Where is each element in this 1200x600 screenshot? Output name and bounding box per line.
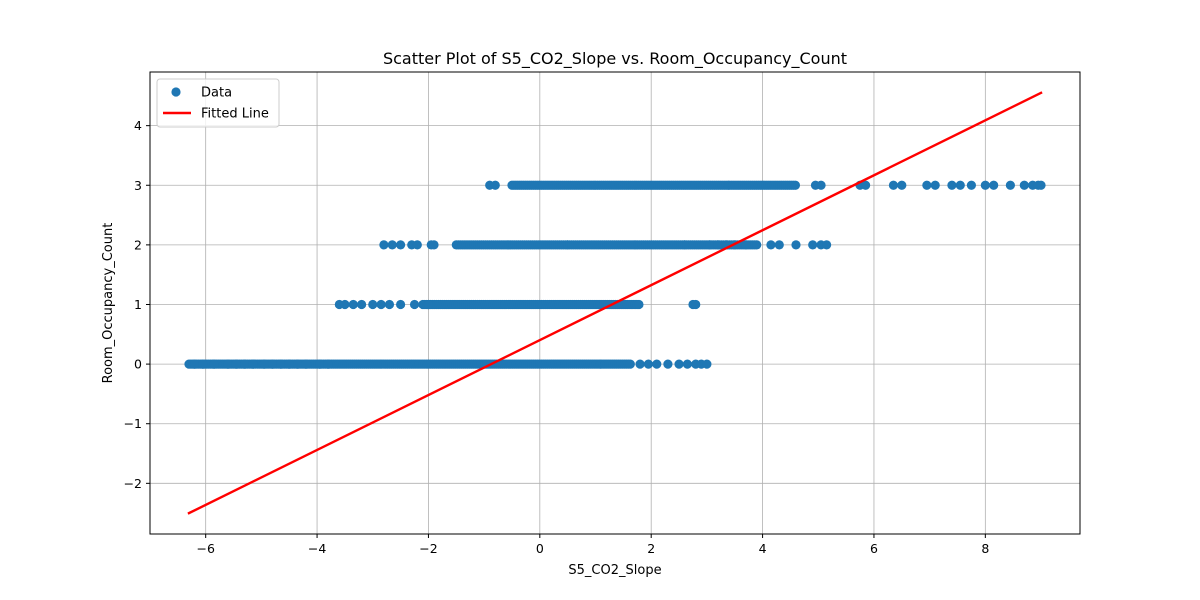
scatter-point xyxy=(189,359,200,369)
scatter-point xyxy=(888,180,899,190)
legend: Data Fitted Line xyxy=(156,78,280,128)
x-axis-label: S5_CO2_Slope xyxy=(568,563,661,578)
scatter-point xyxy=(259,359,269,369)
scatter-point xyxy=(955,180,965,190)
scatter-point xyxy=(315,359,325,369)
fitted-line-layer xyxy=(187,91,1043,515)
scatter-point xyxy=(198,359,208,369)
scatter-point xyxy=(248,359,258,369)
scatter-point xyxy=(384,299,395,310)
scatter-point xyxy=(276,359,286,369)
scatter-point xyxy=(209,359,219,369)
scatter-point xyxy=(663,359,673,369)
scatter-point xyxy=(643,359,654,369)
scatter-point xyxy=(634,299,644,310)
scatter-point xyxy=(705,240,715,250)
scatter-point xyxy=(267,359,278,369)
chart-title: Scatter Plot of S5_CO2_Slope vs. Room_Oc… xyxy=(383,49,847,69)
scatter-point xyxy=(897,180,907,190)
scatter-point xyxy=(966,180,977,190)
scatter-point xyxy=(1019,180,1029,190)
y-tick-label: −2 xyxy=(124,476,142,491)
scatter-point xyxy=(947,180,957,190)
scatter-point xyxy=(240,359,250,369)
scatter-point xyxy=(1005,180,1015,190)
scatter-point xyxy=(357,299,367,310)
data-points xyxy=(184,180,1046,369)
y-axis-label: Room_Occupancy_Count xyxy=(101,223,116,384)
scatter-point xyxy=(284,359,294,369)
scatter-point xyxy=(652,359,662,369)
scatter-point xyxy=(376,299,386,310)
x-tick-label: −2 xyxy=(419,541,437,556)
scatter-point xyxy=(395,299,406,310)
legend-data-label: Data xyxy=(201,86,232,101)
x-tick-label: 0 xyxy=(536,541,544,556)
scatter-point xyxy=(741,240,751,250)
scatter-point xyxy=(348,299,358,310)
scatter-point xyxy=(752,240,762,250)
x-tick-label: 2 xyxy=(647,541,655,556)
y-tick-label: 4 xyxy=(134,118,142,133)
x-axis-ticks: −6 −4 −2 0 2 4 6 8 xyxy=(196,534,989,556)
scatter-point xyxy=(490,180,500,190)
scatter-point xyxy=(922,180,932,190)
scatter-point xyxy=(791,240,801,250)
legend-data-marker xyxy=(171,87,181,97)
scatter-point xyxy=(774,240,784,250)
scatter-point xyxy=(766,240,776,250)
scatter-point xyxy=(790,180,801,190)
scatter-point xyxy=(691,299,701,310)
scatter-point xyxy=(930,180,940,190)
fitted-line xyxy=(187,91,1043,515)
scatter-point xyxy=(822,240,832,250)
scatter-point xyxy=(231,359,241,369)
scatter-point xyxy=(368,299,378,310)
scatter-point xyxy=(1036,180,1046,190)
scatter-point xyxy=(980,180,990,190)
x-tick-label: 4 xyxy=(759,541,767,556)
scatter-point xyxy=(301,359,311,369)
x-tick-label: −6 xyxy=(196,541,214,556)
scatter-point xyxy=(412,240,422,250)
y-tick-label: 2 xyxy=(134,237,142,252)
scatter-point xyxy=(340,299,350,310)
scatter-point xyxy=(423,299,434,310)
y-tick-label: 3 xyxy=(134,178,142,193)
scatter-point xyxy=(429,240,439,250)
scatter-point xyxy=(702,359,712,369)
scatter-point xyxy=(387,240,397,250)
y-axis-ticks: −2 −1 0 1 2 3 4 xyxy=(124,118,150,491)
y-tick-label: 0 xyxy=(134,357,142,372)
x-tick-label: 8 xyxy=(981,541,989,556)
x-tick-label: 6 xyxy=(870,541,878,556)
scatter-point xyxy=(674,359,684,369)
scatter-point xyxy=(682,359,692,369)
scatter-point xyxy=(808,240,818,250)
scatter-point xyxy=(625,359,635,369)
plot-frame xyxy=(149,71,1081,535)
scatter-point xyxy=(635,359,645,369)
scatter-point xyxy=(989,180,999,190)
legend-line-label: Fitted Line xyxy=(201,107,269,122)
scatter-point xyxy=(223,359,233,369)
y-tick-label: −1 xyxy=(124,416,142,431)
scatter-point xyxy=(395,240,406,250)
scatter-point xyxy=(713,240,723,250)
scatter-point xyxy=(379,240,389,250)
y-tick-label: 1 xyxy=(134,297,142,312)
scatter-point xyxy=(323,359,333,369)
scatter-point xyxy=(409,299,420,310)
scatter-point xyxy=(816,180,826,190)
scatter-point xyxy=(292,359,303,369)
scatter-point xyxy=(860,180,871,190)
x-tick-label: −4 xyxy=(308,541,326,556)
legend-box xyxy=(156,78,280,128)
